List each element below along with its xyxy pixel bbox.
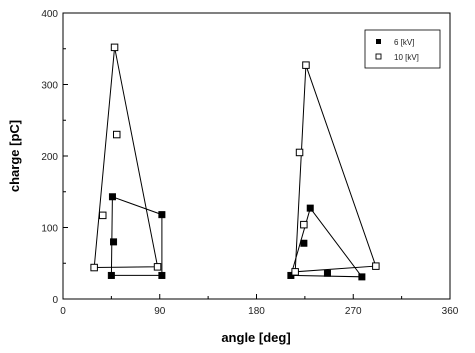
data-point-6kv bbox=[158, 271, 166, 279]
y-tick-label: 300 bbox=[41, 81, 58, 92]
envelope-lines bbox=[93, 47, 377, 278]
data-point-10kv bbox=[291, 268, 299, 276]
legend-label-10kv: 10 [kV] bbox=[394, 53, 419, 62]
data-point-10kv bbox=[302, 61, 310, 69]
data-point-10kv bbox=[110, 43, 119, 52]
data-point-10kv bbox=[300, 220, 308, 229]
data-point-6kv bbox=[108, 193, 116, 201]
x-axis-title: angle [deg] bbox=[221, 330, 290, 345]
legend-label-6kv: 6 [kV] bbox=[394, 38, 414, 47]
data-point-6kv bbox=[107, 271, 115, 279]
envelope-line-series-1 bbox=[294, 65, 377, 273]
data-point-6kv bbox=[110, 238, 118, 246]
data-point-10kv bbox=[99, 211, 107, 220]
y-tick-label: 200 bbox=[41, 152, 58, 163]
x-tick-label: 270 bbox=[345, 306, 362, 317]
data-point-10kv bbox=[90, 263, 98, 272]
data-point-6kv bbox=[358, 273, 366, 281]
legend-box bbox=[364, 29, 441, 69]
data-point-6kv bbox=[300, 239, 308, 247]
legend: 6 [kV] 10 [kV] bbox=[364, 29, 441, 69]
x-tick-label: 0 bbox=[60, 306, 66, 317]
data-point-10kv bbox=[295, 148, 304, 157]
data-point-10kv bbox=[113, 130, 121, 139]
data-point-6kv bbox=[158, 211, 166, 219]
y-tick-label: 400 bbox=[41, 9, 58, 20]
y-axis-title: charge [pC] bbox=[7, 120, 22, 192]
envelope-line-series-1 bbox=[93, 47, 159, 269]
x-tick-label: 90 bbox=[154, 306, 166, 317]
legend-marker-10kv bbox=[375, 53, 382, 60]
y-tick-label: 100 bbox=[41, 224, 58, 235]
x-axis-ticks: 0 90 180 270 360 bbox=[60, 294, 459, 317]
legend-marker-6kv bbox=[376, 39, 381, 44]
data-markers bbox=[90, 43, 380, 281]
data-point-6kv bbox=[306, 204, 314, 212]
data-point-6kv bbox=[323, 269, 331, 277]
x-tick-label: 180 bbox=[248, 306, 265, 317]
y-tick-label: 0 bbox=[52, 295, 58, 306]
data-point-10kv bbox=[153, 263, 162, 271]
x-tick-label: 360 bbox=[442, 306, 459, 317]
y-axis-ticks: 0 100 200 300 400 bbox=[41, 9, 68, 306]
data-point-10kv bbox=[372, 262, 380, 270]
